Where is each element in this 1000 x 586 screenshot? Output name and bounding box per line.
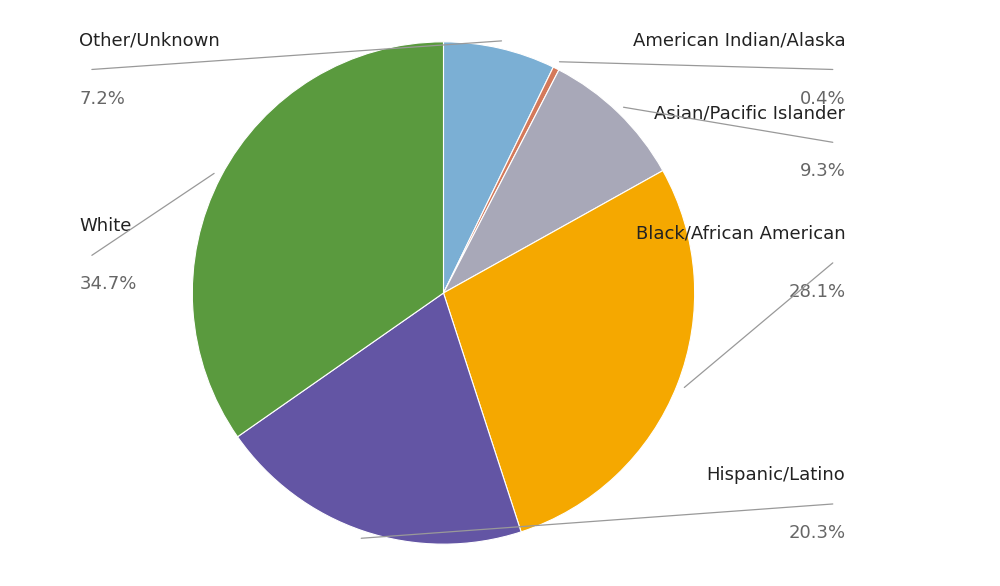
Wedge shape (443, 171, 695, 532)
Text: Hispanic/Latino: Hispanic/Latino (707, 466, 845, 484)
Text: 28.1%: 28.1% (788, 283, 845, 301)
Text: 34.7%: 34.7% (79, 275, 137, 294)
Text: Asian/Pacific Islander: Asian/Pacific Islander (654, 104, 845, 122)
Wedge shape (443, 67, 559, 293)
Text: American Indian/Alaska: American Indian/Alaska (633, 32, 845, 49)
Wedge shape (443, 42, 553, 293)
Text: 0.4%: 0.4% (800, 90, 845, 108)
Text: White: White (79, 217, 132, 235)
Text: Black/African American: Black/African American (636, 225, 845, 243)
Wedge shape (443, 70, 663, 293)
Wedge shape (238, 293, 521, 544)
Text: 9.3%: 9.3% (799, 162, 845, 180)
Text: Other/Unknown: Other/Unknown (79, 32, 220, 49)
Text: 7.2%: 7.2% (79, 90, 125, 108)
Wedge shape (192, 42, 443, 437)
Text: 20.3%: 20.3% (788, 524, 845, 542)
